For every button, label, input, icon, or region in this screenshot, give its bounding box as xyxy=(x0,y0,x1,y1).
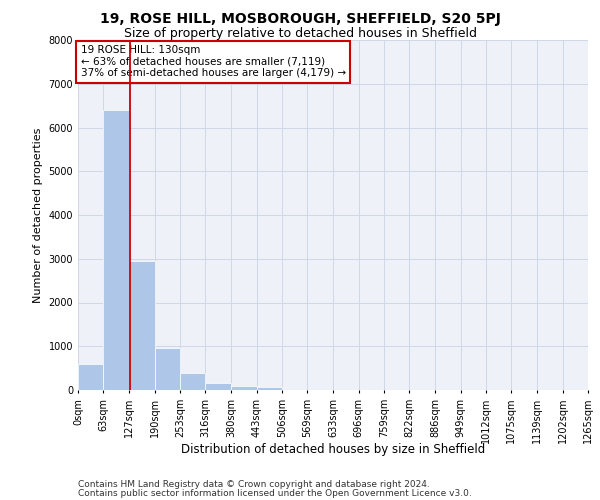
Text: Size of property relative to detached houses in Sheffield: Size of property relative to detached ho… xyxy=(124,28,476,40)
Bar xyxy=(129,261,155,390)
Text: Contains public sector information licensed under the Open Government Licence v3: Contains public sector information licen… xyxy=(78,488,472,498)
Text: 19, ROSE HILL, MOSBOROUGH, SHEFFIELD, S20 5PJ: 19, ROSE HILL, MOSBOROUGH, SHEFFIELD, S2… xyxy=(100,12,500,26)
Bar xyxy=(78,364,103,390)
Bar xyxy=(103,110,129,390)
Bar xyxy=(180,374,205,390)
Bar xyxy=(205,383,231,390)
Bar xyxy=(155,348,180,390)
Text: Distribution of detached houses by size in Sheffield: Distribution of detached houses by size … xyxy=(181,442,485,456)
Text: 19 ROSE HILL: 130sqm
← 63% of detached houses are smaller (7,119)
37% of semi-de: 19 ROSE HILL: 130sqm ← 63% of detached h… xyxy=(80,46,346,78)
Text: Contains HM Land Registry data © Crown copyright and database right 2024.: Contains HM Land Registry data © Crown c… xyxy=(78,480,430,489)
Bar xyxy=(231,386,257,390)
Bar xyxy=(257,387,282,390)
Y-axis label: Number of detached properties: Number of detached properties xyxy=(33,128,43,302)
